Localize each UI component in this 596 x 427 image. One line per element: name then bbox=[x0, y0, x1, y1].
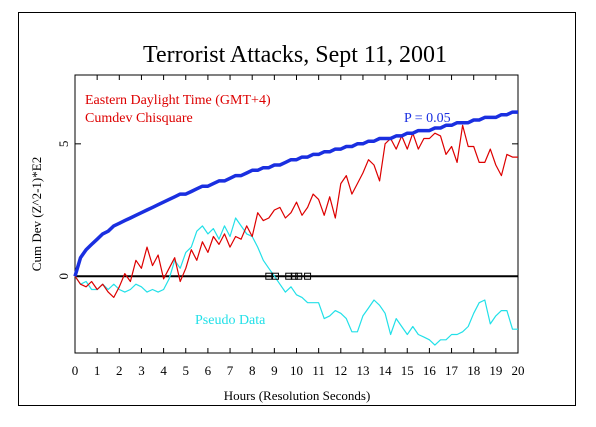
x-tick-label: 12 bbox=[334, 363, 347, 378]
y-axis-label: Cum Dev (Z^2-1)*E2 bbox=[29, 157, 44, 271]
x-tick-label: 9 bbox=[271, 363, 278, 378]
x-tick-label: 7 bbox=[227, 363, 234, 378]
x-tick-label: 20 bbox=[512, 363, 525, 378]
x-tick-label: 4 bbox=[160, 363, 167, 378]
annotation-probability: P = 0.05 bbox=[404, 111, 451, 126]
series-layer bbox=[73, 110, 518, 346]
x-tick-label: 15 bbox=[401, 363, 414, 378]
event-markers bbox=[265, 272, 312, 280]
annotation-pseudo: Pseudo Data bbox=[195, 313, 266, 328]
series-line-pseudo-data bbox=[74, 217, 518, 346]
event-marker bbox=[295, 272, 303, 280]
x-tick-label: 16 bbox=[423, 363, 437, 378]
series-line-cumdev-chisquare bbox=[74, 124, 518, 298]
annotation-measure: Cumdev Chisquare bbox=[85, 111, 193, 126]
event-marker bbox=[265, 272, 273, 280]
x-tick-label: 1 bbox=[94, 363, 101, 378]
event-marker bbox=[304, 272, 312, 280]
y-tick-label: 5 bbox=[56, 141, 71, 148]
x-tick-label: 2 bbox=[116, 363, 123, 378]
x-tick-label: 19 bbox=[489, 363, 502, 378]
x-tick-label: 10 bbox=[290, 363, 303, 378]
x-tick-label: 3 bbox=[138, 363, 145, 378]
x-tick-label: 18 bbox=[467, 363, 480, 378]
y-tick-label: 0 bbox=[56, 273, 71, 280]
x-tick-label: 0 bbox=[72, 363, 79, 378]
chart-title: Terrorist Attacks, Sept 11, 2001 bbox=[143, 42, 447, 68]
chart-frame bbox=[18, 12, 576, 406]
x-tick-label: 11 bbox=[312, 363, 325, 378]
x-tick-label: 14 bbox=[379, 363, 393, 378]
event-marker bbox=[271, 272, 279, 280]
event-marker bbox=[290, 272, 298, 280]
x-tick-label: 5 bbox=[183, 363, 190, 378]
series-line-p005-envelope bbox=[73, 110, 518, 277]
x-tick-label: 6 bbox=[205, 363, 212, 378]
x-tick-label: 17 bbox=[445, 363, 459, 378]
annotation-timezone: Eastern Daylight Time (GMT+4) bbox=[85, 93, 271, 108]
x-tick-label: 13 bbox=[356, 363, 369, 378]
x-tick-label: 8 bbox=[249, 363, 256, 378]
x-axis-label: Hours (Resolution Seconds) bbox=[224, 388, 371, 403]
